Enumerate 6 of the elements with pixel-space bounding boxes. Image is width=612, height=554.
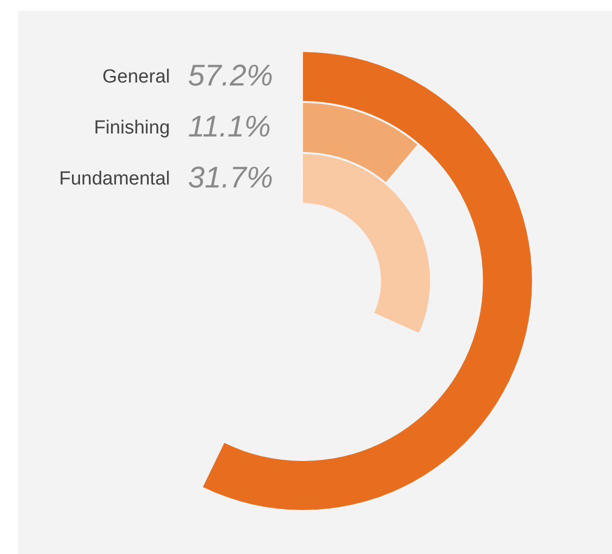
data-label: 57.2% [188,60,274,92]
data-label: 31.7% [188,162,274,194]
data-label: 11.1% [188,110,271,144]
category-label: Finishing [94,118,170,138]
category-label: Fundamental [59,168,170,190]
category-label: General [102,66,170,88]
